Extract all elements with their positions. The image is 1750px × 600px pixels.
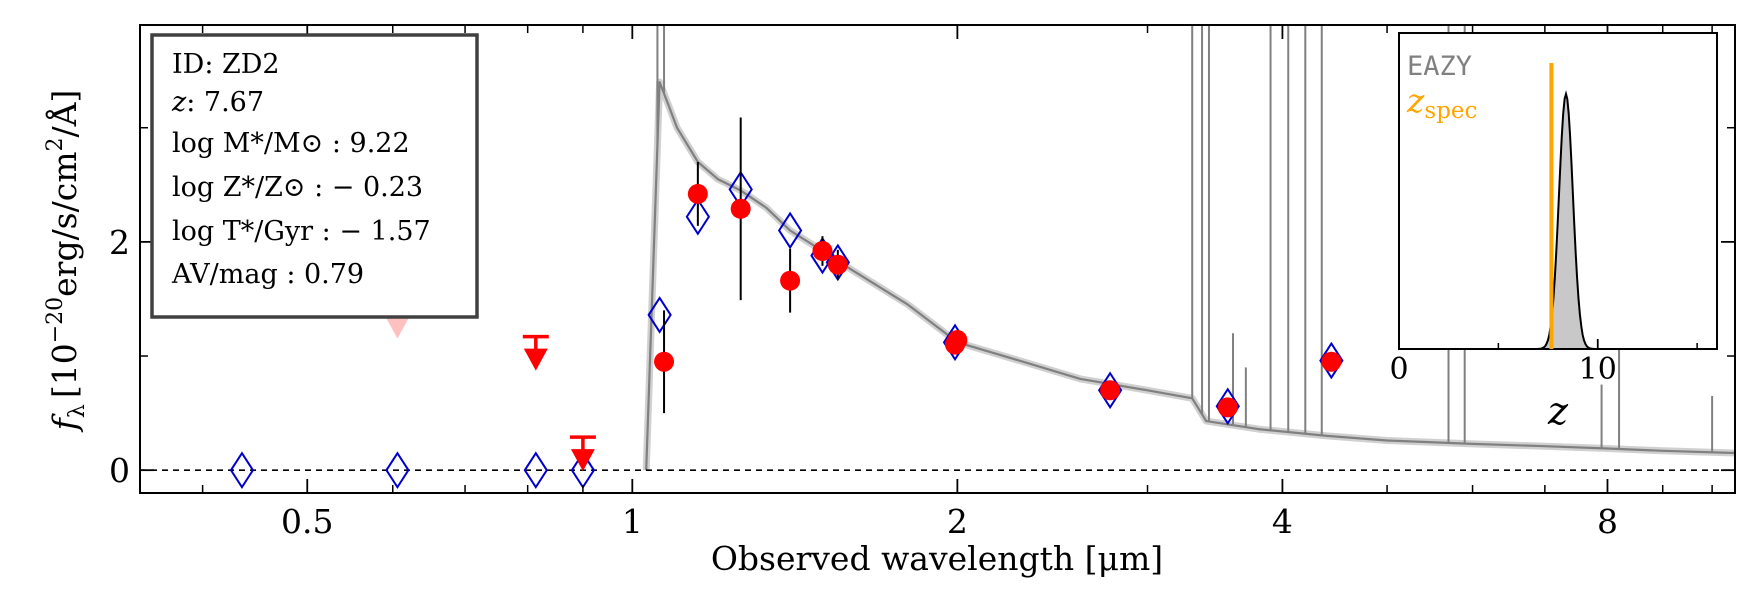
observed-photometry-point: [687, 183, 708, 204]
x-tick-label: 4: [1272, 502, 1293, 541]
observed-photometry-point: [812, 241, 833, 262]
model-photometry-point: [647, 296, 672, 334]
ylabel-sub: λ: [65, 404, 90, 418]
model-photometry-point: [523, 451, 548, 490]
inset-x-label: z: [1547, 389, 1569, 433]
info-redshift: z: 7.67: [171, 87, 264, 118]
info-dust: AV/mag : 0.79: [171, 259, 364, 290]
observed-photometry-point: [730, 198, 751, 219]
redshift-pdf-inset: EAZY zspec 0 10 z: [1389, 32, 1718, 433]
inset-label-zspec: zspec: [1406, 81, 1477, 124]
y-axis-ticks: 02: [109, 126, 1735, 490]
model-photometry-point: [229, 451, 255, 490]
model-photometry-point: [385, 451, 410, 490]
model-photometry-point: [777, 211, 803, 250]
x-axis-ticks: 0.5 1 2 4 8: [201, 25, 1713, 541]
main-plot-frame: [139, 24, 1736, 494]
x-tick-label: 2: [947, 502, 968, 541]
inset-x-tick-label: 0: [1389, 352, 1408, 387]
x-tick-label: 8: [1597, 502, 1618, 541]
upper-limit-arrow: [570, 449, 595, 472]
observed-photometry-point: [1217, 397, 1238, 418]
ylabel-tail: /Å]: [44, 90, 84, 138]
info-age: log T*/Gyr : − 1.57: [172, 216, 431, 247]
observed-photometry-point: [780, 270, 801, 291]
info-z-value: : 7.67: [186, 87, 264, 118]
info-box: ID: ZD2 z: 7.67 log M*/M⊙ : 9.22 log Z*/…: [150, 33, 479, 319]
model-photometry-point: [1215, 387, 1240, 426]
ylabel-exp2: 2: [43, 137, 68, 151]
zspec-sub: spec: [1424, 98, 1477, 124]
observed-photometry-layer: [654, 117, 1342, 418]
model-photometry-point: [685, 197, 711, 236]
info-z-label: z: [171, 87, 187, 118]
upper-limit-arrow: [385, 316, 410, 339]
svg-text:fλ[10−20erg/s/cm2/Å]: fλ[10−20erg/s/cm2/Å]: [43, 90, 90, 434]
inset-label-eazy: EAZY: [1407, 51, 1472, 82]
y-tick-label: 0: [109, 451, 130, 490]
observed-photometry-point: [654, 351, 675, 372]
observed-photometry-point: [947, 330, 968, 351]
model-photometry-point: [1319, 341, 1344, 380]
ylabel-exp1: −20: [43, 297, 68, 343]
upper-limit-arrow: [523, 348, 548, 371]
y-axis-label: fλ[10−20erg/s/cm2/Å]: [43, 90, 90, 434]
x-tick-label: 0.5: [281, 502, 333, 541]
inset-x-ticks: 0 10: [1389, 339, 1698, 387]
redshift-pdf: [1537, 90, 1594, 351]
inset-x-tick-label: 10: [1579, 352, 1617, 387]
inset-plot-layer: [1537, 63, 1594, 351]
ylabel-base: [10: [45, 343, 84, 398]
info-mass: log M*/M⊙ : 9.22: [172, 128, 410, 159]
spectrum-continuum: [645, 81, 1735, 471]
zspec-main: z: [1406, 81, 1425, 120]
observed-photometry-point: [1321, 351, 1342, 372]
upper-limits-layer: [384, 302, 596, 472]
info-metallicity: log Z*/Z⊙ : − 0.23: [172, 172, 423, 203]
x-axis-label: Observed wavelength [μm]: [711, 539, 1163, 578]
observed-photometry-point: [1100, 380, 1121, 401]
observed-photometry-point: [827, 254, 848, 275]
y-tick-label: 2: [109, 223, 130, 262]
x-tick-label: 1: [622, 502, 643, 541]
ylabel-units: erg/s/cm: [45, 151, 84, 296]
info-id: ID: ZD2: [172, 49, 280, 80]
